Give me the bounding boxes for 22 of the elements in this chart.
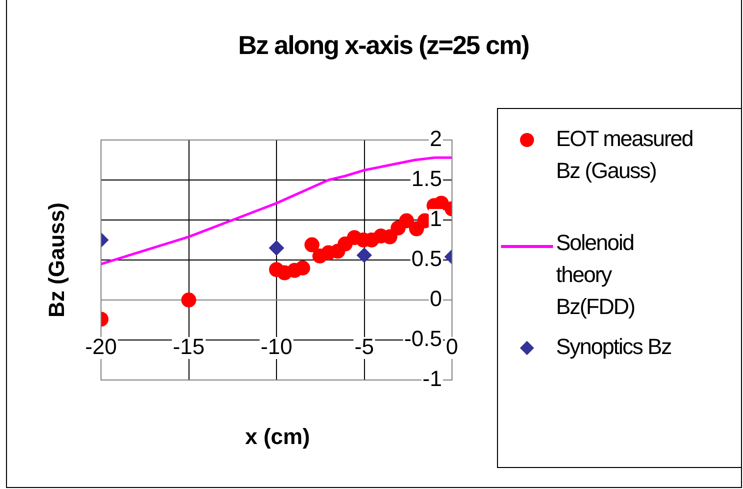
y-tick-label: -0.5	[404, 326, 442, 352]
point	[295, 260, 310, 276]
x-tick-label: 0	[446, 334, 458, 360]
point	[399, 213, 414, 228]
x-axis-title: x (cm)	[244, 424, 311, 450]
legend-label: EOT measured Bz (Gauss)	[556, 125, 694, 185]
x-tick-label: -10	[260, 334, 292, 360]
y-tick-label: 0.5	[411, 246, 442, 272]
y-tick-label: 2	[430, 126, 442, 152]
y-tick-label: 1	[430, 206, 442, 232]
chart-title: Bz along x-axis (z=25 cm)	[237, 30, 530, 61]
x-tick-label: -15	[172, 334, 205, 360]
y-tick-label: 1.5	[411, 166, 442, 192]
legend-label: Synoptics Bz	[556, 333, 672, 361]
point	[304, 237, 320, 252]
y-tick-label: -1	[422, 366, 442, 392]
point	[181, 292, 196, 308]
y-axis-title: Bz (Gauss)	[44, 202, 70, 320]
y-tick-label: 0	[430, 286, 442, 312]
x-tick-label: -20	[85, 334, 117, 360]
x-tick-label: -5	[354, 334, 374, 360]
legend-label: Solenoid theory Bz(FDD)	[556, 229, 636, 321]
